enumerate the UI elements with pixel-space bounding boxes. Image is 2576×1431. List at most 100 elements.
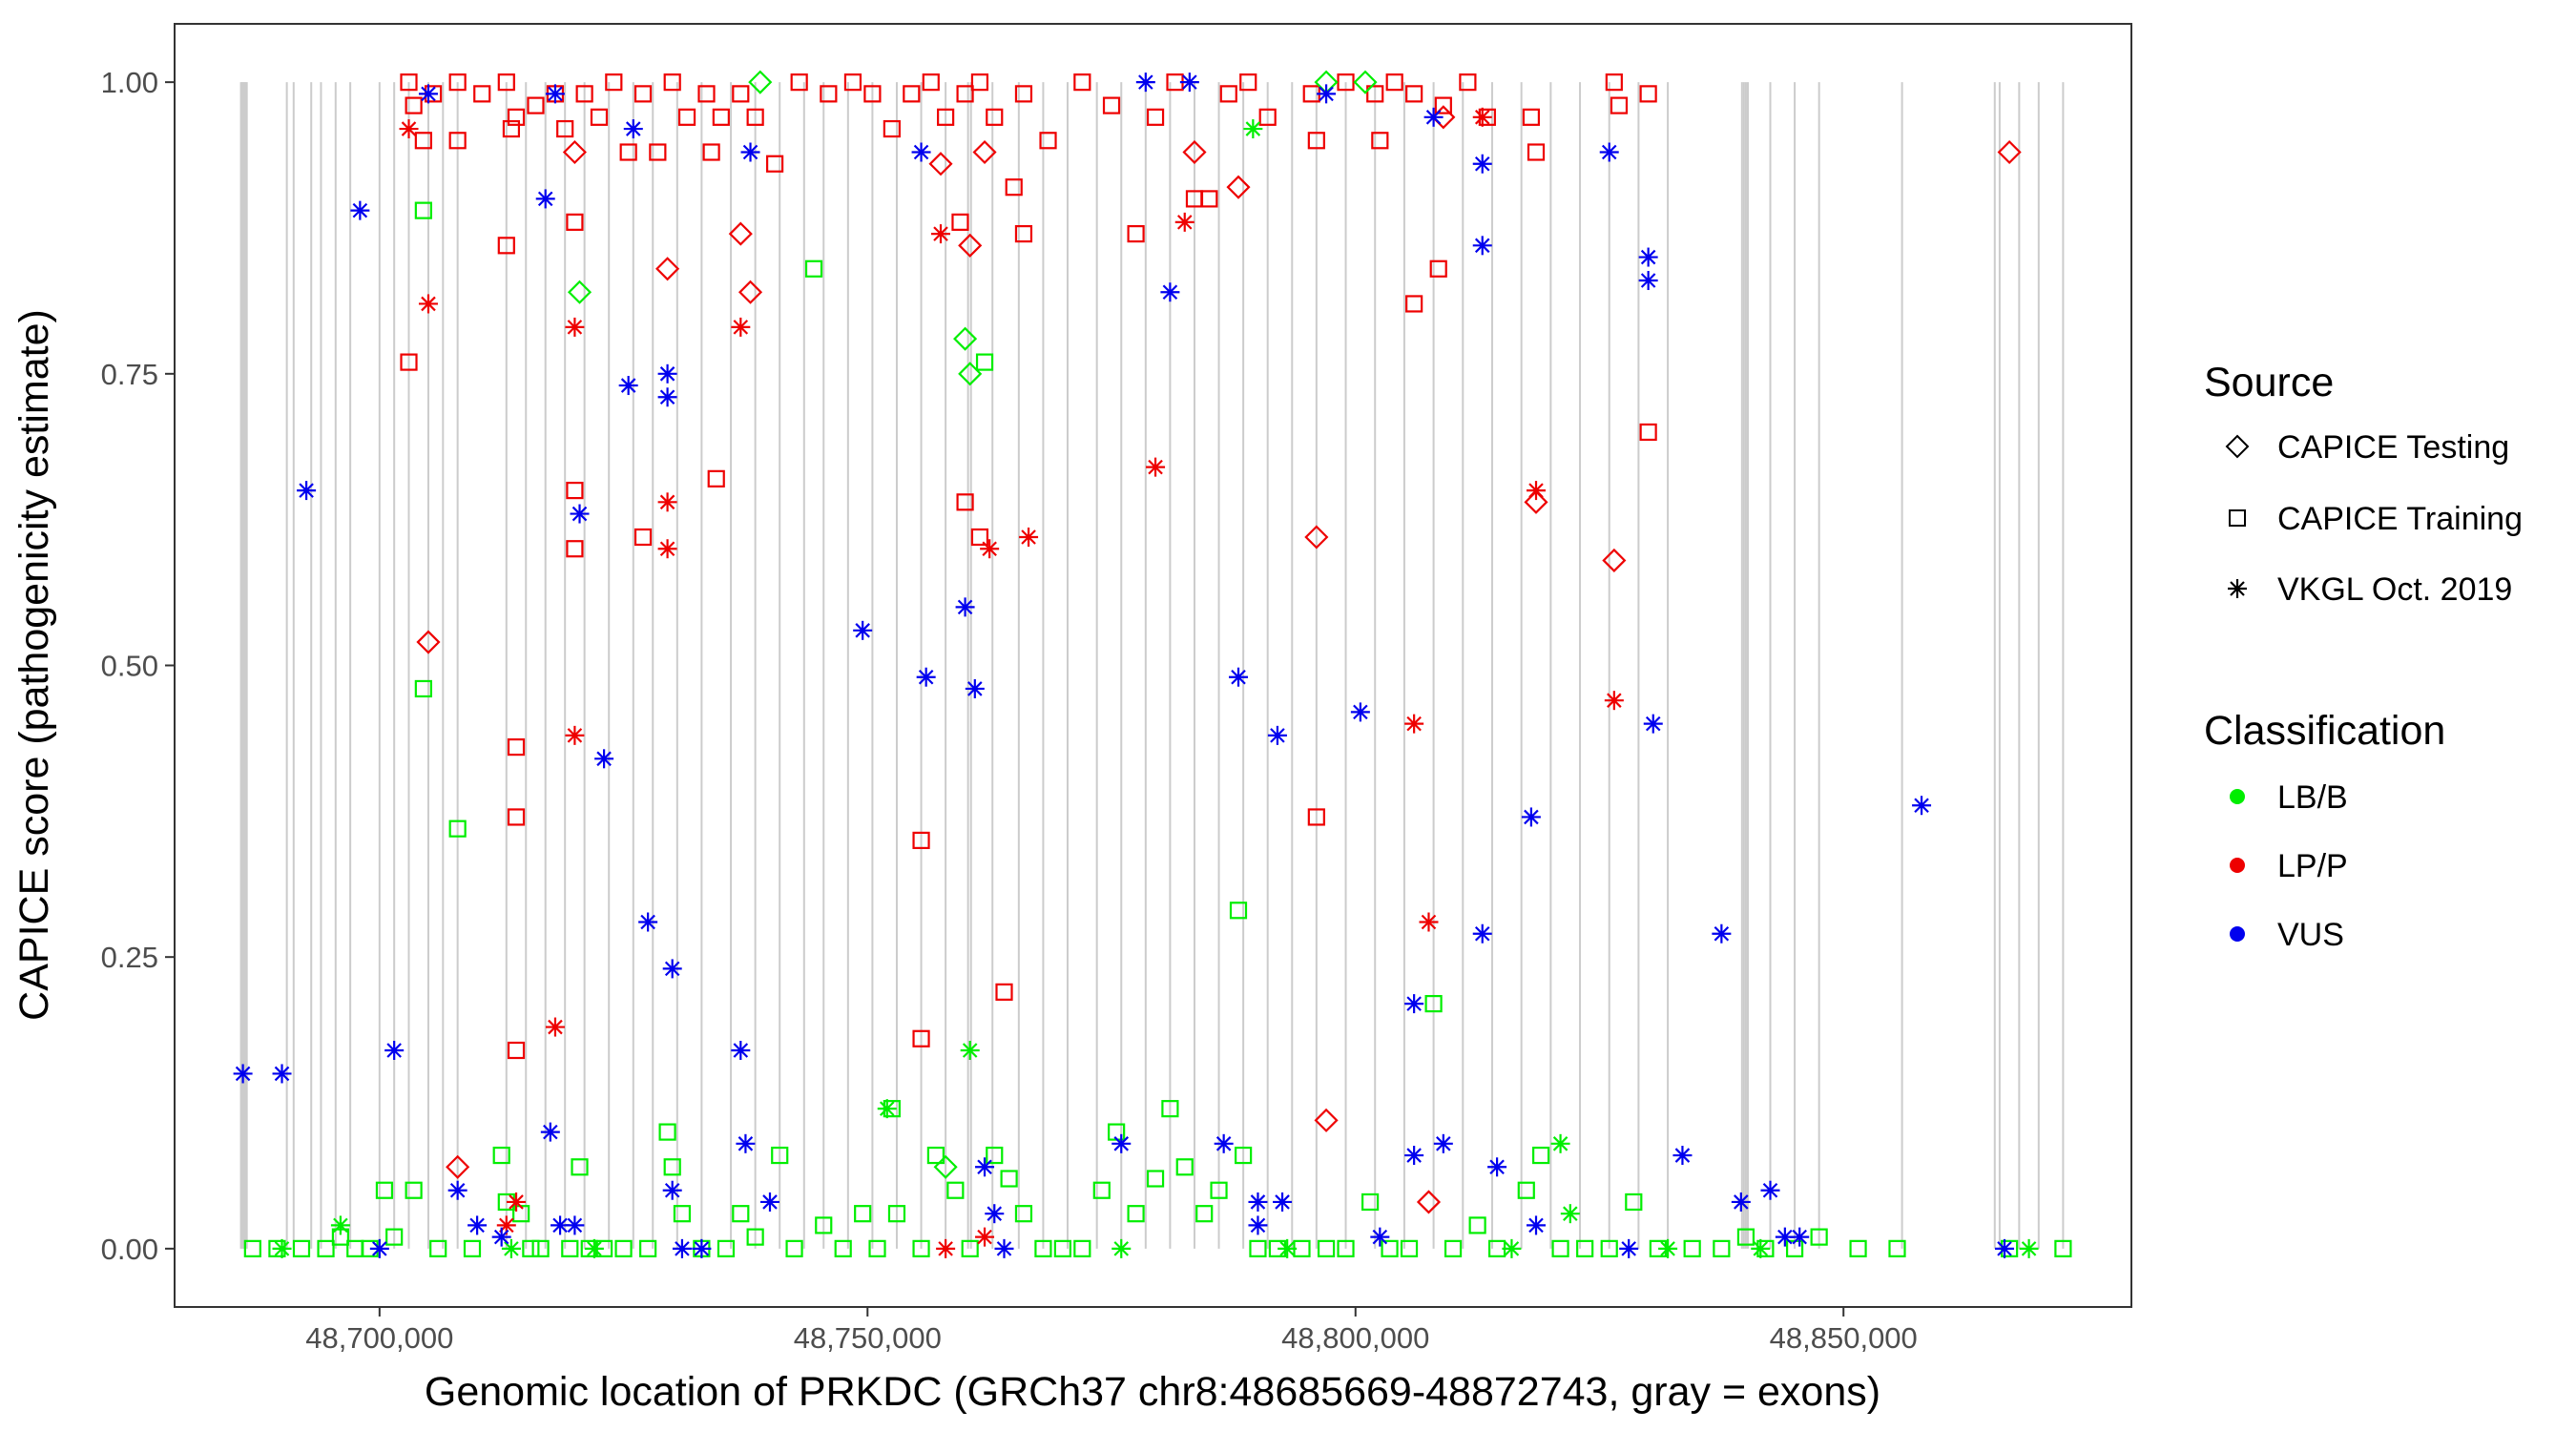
data-point-asterisk (545, 1017, 565, 1037)
data-point-asterisk (736, 1133, 756, 1153)
data-point-square (1092, 1181, 1111, 1199)
data-point-asterisk (1243, 119, 1263, 139)
data-point-asterisk (330, 1215, 350, 1235)
data-point-square (1810, 1228, 1828, 1246)
data-point-square (732, 1205, 750, 1223)
legend: Source CAPICE Testing CAPICE Training VK… (2204, 360, 2523, 953)
lpp-dot-icon (2230, 858, 2245, 873)
data-point-square (497, 237, 515, 255)
data-point-asterisk (1521, 807, 1541, 827)
y-tick-label: 0.75 (101, 358, 158, 391)
data-point-asterisk (1731, 1192, 1751, 1212)
data-point-asterisk (1111, 1238, 1132, 1258)
data-point-asterisk (540, 1122, 560, 1142)
data-point-square (843, 73, 862, 92)
data-point-square (986, 1146, 1004, 1165)
data-point-asterisk (965, 678, 985, 698)
exon-lines (239, 82, 2065, 1249)
data-point-asterisk (731, 317, 751, 337)
data-point-square (429, 1239, 447, 1257)
data-point-square (887, 1205, 906, 1223)
data-point-square (639, 1239, 657, 1257)
data-point-asterisk (1146, 457, 1166, 477)
data-point-asterisk (570, 504, 590, 524)
data-point-asterisk (672, 1238, 692, 1258)
data-point-square (385, 1228, 404, 1246)
data-point-square (1424, 994, 1443, 1013)
data-point-square (868, 1239, 886, 1257)
data-point-square (1034, 1239, 1052, 1257)
x-tick-label: 48,850,000 (1770, 1321, 1918, 1355)
data-point-square (785, 1239, 803, 1257)
data-point-diamond (655, 257, 680, 281)
data-point-asterisk (662, 1180, 682, 1200)
data-point-asterisk (1404, 714, 1424, 734)
x-axis: 48,700,000 48,750,000 48,800,000 48,850,000 (305, 1307, 1918, 1355)
data-point-square (663, 73, 681, 92)
data-point-asterisk (1995, 1238, 2015, 1258)
data-point-square (956, 493, 974, 511)
data-point-asterisk (1502, 1238, 1522, 1258)
data-point-square (1444, 1239, 1463, 1257)
data-point-square (634, 85, 653, 103)
data-point-square (1400, 1239, 1419, 1257)
data-point-asterisk (1527, 1215, 1547, 1235)
data-point-square (746, 1228, 764, 1246)
data-point-square (566, 540, 584, 558)
data-point-square (507, 808, 526, 826)
data-point-square (1625, 1192, 1643, 1212)
data-point-square (1683, 1239, 1701, 1257)
data-point-square (1307, 132, 1325, 150)
data-point-asterisk (657, 492, 677, 512)
y-tick-label: 0.00 (101, 1233, 158, 1266)
data-point-diamond (1182, 139, 1207, 165)
data-point-square (717, 1239, 736, 1257)
data-point-asterisk (960, 1041, 980, 1060)
data-point-asterisk (1560, 1204, 1580, 1224)
data-point-asterisk (916, 667, 936, 687)
data-point-diamond (567, 280, 592, 304)
data-point-asterisk (2019, 1238, 2039, 1258)
data-point-asterisk (662, 959, 682, 979)
data-point-square (1219, 85, 1237, 103)
data-point-square (1053, 1239, 1071, 1257)
data-point-asterisk (501, 1238, 521, 1258)
data-point-asterisk (1433, 1133, 1453, 1153)
data-point-square (707, 469, 725, 487)
legend-item-lpp: LP/P (2230, 848, 2348, 884)
data-point-asterisk (384, 1041, 405, 1060)
data-point-square (507, 737, 526, 757)
x-axis-title: Genomic location of PRKDC (GRCh37 chr8:4… (425, 1369, 1880, 1415)
data-point-square (1102, 96, 1121, 114)
data-point-square (1381, 1239, 1399, 1257)
data-point-square (815, 1216, 833, 1234)
data-point-square (1459, 73, 1477, 92)
data-point-square (1405, 295, 1423, 313)
data-point-square (1385, 73, 1403, 92)
data-point-asterisk (1912, 796, 1932, 816)
data-point-diamond (1602, 548, 1627, 573)
data-point-square (405, 1181, 423, 1199)
data-point-square (575, 85, 593, 103)
data-point-asterisk (1419, 912, 1439, 932)
data-point-square (405, 96, 423, 114)
data-point-square (1014, 85, 1033, 103)
data-point-square (1210, 1181, 1228, 1199)
data-point-asterisk (565, 725, 585, 745)
data-point-square (820, 85, 838, 103)
data-point-square (556, 119, 574, 138)
data-point-asterisk (955, 597, 975, 617)
data-point-square (1429, 259, 1447, 278)
data-point-square (1239, 73, 1257, 92)
data-point-asterisk (1404, 1146, 1424, 1166)
data-point-square (1014, 224, 1033, 243)
data-point-square (1175, 1158, 1194, 1176)
data-point-square (448, 819, 467, 838)
data-point-diamond (972, 139, 997, 165)
data-point-square (1235, 1146, 1253, 1165)
data-point-asterisk (1370, 1227, 1390, 1247)
data-point-asterisk (1712, 923, 1732, 944)
data-point-asterisk (535, 189, 555, 209)
data-point-square (1434, 96, 1452, 114)
lbb-dot-icon (2230, 789, 2245, 804)
